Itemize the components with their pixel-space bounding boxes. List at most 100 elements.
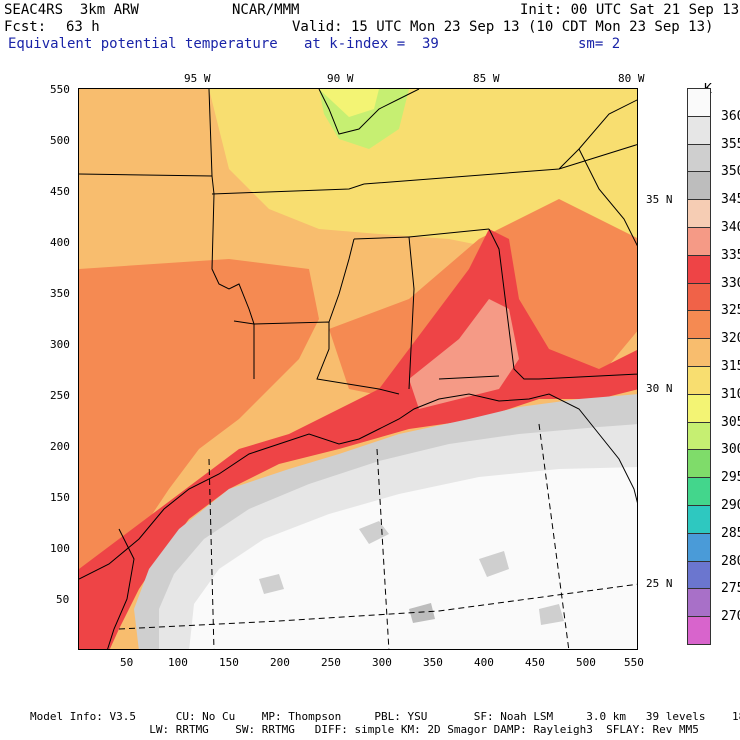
forecast-hour: 63 h xyxy=(66,19,100,35)
x-tick: 400 xyxy=(474,656,494,669)
lon-label: 90 W xyxy=(327,72,354,85)
legend-swatch xyxy=(687,393,711,423)
model-info-line-1: Model Info: V3.5 CU: No Cu MP: Thompson … xyxy=(30,710,740,723)
field-patch xyxy=(539,604,564,625)
legend-label: 355 xyxy=(721,136,740,152)
model-info: Model Info: V3.5 CU: No Cu MP: Thompson … xyxy=(30,710,740,736)
y-tick: 500 xyxy=(50,134,70,147)
smoothing: sm= 2 xyxy=(578,36,621,52)
legend-label: 340 xyxy=(721,220,740,235)
y-tick: 150 xyxy=(50,491,70,504)
border-line xyxy=(211,183,365,195)
legend-swatch xyxy=(687,505,711,534)
legend-label: 280 xyxy=(721,553,740,569)
border-line xyxy=(408,228,490,238)
border-line xyxy=(233,320,400,395)
legend-swatch xyxy=(687,143,711,173)
graticule xyxy=(118,423,637,649)
legend-swatch xyxy=(687,115,711,145)
x-tick: 450 xyxy=(525,656,545,669)
y-tick: 350 xyxy=(50,287,70,300)
field-335 xyxy=(409,299,519,409)
legend-swatch xyxy=(687,616,711,645)
lat-label: 35 N xyxy=(646,193,673,206)
x-tick: 100 xyxy=(168,656,188,669)
legend-swatch xyxy=(687,588,711,618)
model-info-line-2: LW: RRTMG SW: RRTMG DIFF: simple KM: 2D … xyxy=(30,723,699,736)
legend-swatch xyxy=(687,477,711,506)
x-tick: 350 xyxy=(423,656,443,669)
y-tick: 200 xyxy=(50,440,70,453)
y-tick: 50 xyxy=(56,593,70,606)
legend-label: 335 xyxy=(721,247,740,263)
legend-swatch xyxy=(687,254,711,284)
y-tick: 100 xyxy=(50,542,70,555)
political-borders xyxy=(79,89,637,649)
legend-label: 350 xyxy=(721,164,740,180)
legend-label: 310 xyxy=(721,386,740,402)
lon-label: 95 W xyxy=(184,72,211,85)
theta-e-map xyxy=(78,88,638,650)
border-line xyxy=(438,375,500,380)
border-line xyxy=(578,148,637,247)
x-tick: 50 xyxy=(120,656,134,669)
legend-label: 345 xyxy=(721,192,740,208)
border-line xyxy=(208,89,255,379)
legend-swatch xyxy=(687,282,711,312)
legend-label: 275 xyxy=(721,581,740,597)
legend-swatch xyxy=(687,88,711,117)
coastline xyxy=(107,528,135,649)
legend-swatch xyxy=(687,338,711,367)
legend-label: 325 xyxy=(721,303,740,319)
graticule-line xyxy=(208,458,215,649)
lon-label: 80 W xyxy=(618,72,645,85)
x-tick: 150 xyxy=(219,656,239,669)
map-svg xyxy=(79,89,637,649)
x-tick: 500 xyxy=(576,656,596,669)
legend-swatch xyxy=(687,310,711,340)
y-tick: 550 xyxy=(50,83,70,96)
legend-swatch xyxy=(687,532,711,562)
legend-swatch xyxy=(687,449,711,479)
legend-swatch xyxy=(687,171,711,201)
coastline xyxy=(79,393,637,580)
field-320 xyxy=(79,259,319,569)
y-tick: 400 xyxy=(50,236,70,249)
org-label: NCAR/MMM xyxy=(232,2,300,18)
field-305 xyxy=(319,89,379,117)
forecast-label: Fcst: xyxy=(4,19,47,35)
field-patch xyxy=(359,521,389,544)
y-tick: 250 xyxy=(50,389,70,402)
legend-label: 320 xyxy=(721,331,740,347)
field-360 xyxy=(189,467,637,649)
x-tick: 200 xyxy=(270,656,290,669)
border-line xyxy=(353,236,415,390)
legend-label: 270 xyxy=(721,609,740,625)
x-tick: 250 xyxy=(321,656,341,669)
field-name: Equivalent potential temperature xyxy=(8,36,278,52)
legend-swatch xyxy=(687,421,711,451)
legend-swatch xyxy=(687,560,711,590)
legend-label: 290 xyxy=(721,498,740,513)
valid-time: Valid: 15 UTC Mon 23 Sep 13 (10 CDT Mon … xyxy=(292,19,714,35)
border-line xyxy=(328,238,355,323)
legend-label: 315 xyxy=(721,359,740,374)
lat-label: 25 N xyxy=(646,577,673,590)
x-tick: 550 xyxy=(624,656,644,669)
border-line xyxy=(488,228,637,380)
level-index: at k-index = 39 xyxy=(304,36,439,52)
field-patch xyxy=(259,574,284,594)
legend-swatch xyxy=(687,199,711,228)
legend-label: 330 xyxy=(721,275,740,291)
legend-swatch xyxy=(687,366,711,395)
y-tick: 300 xyxy=(50,338,70,351)
border-line xyxy=(318,89,420,135)
field-310 xyxy=(209,89,637,249)
y-tick: 450 xyxy=(50,185,70,198)
legend-label: 300 xyxy=(721,442,740,458)
legend-label: 305 xyxy=(721,414,740,430)
legend-label: 295 xyxy=(721,470,740,486)
model-title: SEAC4RS 3km ARW xyxy=(4,2,139,18)
graticule-line xyxy=(538,423,570,649)
graticule-line xyxy=(118,583,637,630)
